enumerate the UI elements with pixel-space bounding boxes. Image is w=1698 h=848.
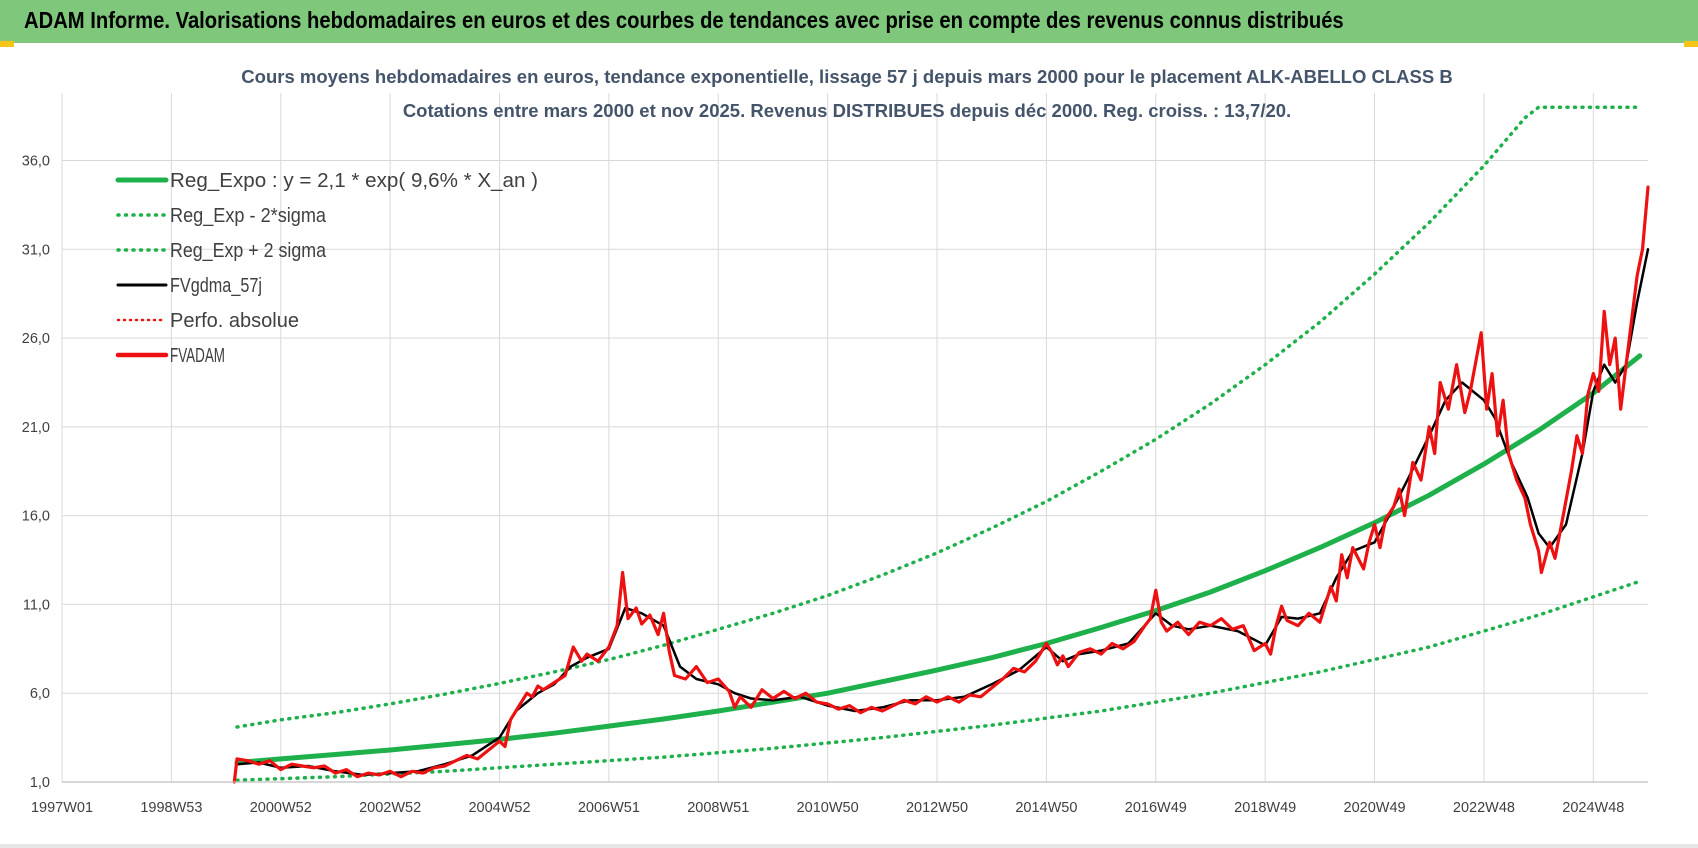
x-tick-label: 2000W52 bbox=[250, 800, 312, 816]
reg-exp-plus-2sigma-line bbox=[235, 105, 1642, 729]
y-tick-label: 21,0 bbox=[22, 420, 50, 436]
chart-title-line1: Cours moyens hebdomadaires en euros, ten… bbox=[241, 66, 1452, 87]
x-tick-label: 2018W49 bbox=[1234, 800, 1296, 816]
grid bbox=[61, 93, 1648, 783]
y-tick-label: 16,0 bbox=[22, 509, 50, 525]
x-tick-label: 2002W52 bbox=[359, 800, 421, 816]
x-tick-label: 1997W01 bbox=[31, 800, 93, 816]
footer-divider bbox=[0, 844, 1698, 848]
y-tick-label: 26,0 bbox=[22, 331, 50, 347]
x-tick-label: 2004W52 bbox=[468, 800, 530, 816]
legend-perfo-absolue-label: Perfo. absolue bbox=[170, 310, 299, 332]
legend-reg-exp-minus: Reg_Exp - 2*sigma bbox=[116, 205, 327, 227]
legend-fvadam: FVADAM bbox=[115, 345, 225, 367]
reg-expo-line bbox=[234, 353, 1643, 765]
x-tick-label: 2012W50 bbox=[906, 800, 968, 816]
legend-reg-exp-plus: Reg_Exp + 2 sigma bbox=[116, 240, 327, 262]
performance-chart: 1,0 6,0 11,0 16,0 21,0 26,0 31,0 36,0 1997W01 199… bbox=[22, 66, 1650, 816]
y-tick-label: 6,0 bbox=[30, 686, 50, 702]
legend-fvadam-label: FVADAM bbox=[170, 345, 225, 367]
x-tick-label: 2024W48 bbox=[1562, 800, 1624, 816]
x-tick-label: 2020W49 bbox=[1344, 800, 1406, 816]
report-title: ADAM Informe. Valorisations hebdomadaire… bbox=[24, 7, 1344, 33]
legend-fvgdma: FVgdma_57j bbox=[116, 275, 262, 297]
x-tick-label: 2014W50 bbox=[1015, 800, 1077, 816]
y-tick-label: 36,0 bbox=[22, 153, 50, 169]
legend-reg-exp-minus-label: Reg_Exp - 2*sigma bbox=[170, 205, 327, 227]
legend-perfo-absolue: Perfo. absolue bbox=[116, 310, 299, 332]
report-header: ADAM Informe. Valorisations hebdomadaire… bbox=[0, 0, 1698, 45]
x-tick-label: 2010W50 bbox=[797, 800, 859, 816]
y-tick-label: 1,0 bbox=[30, 775, 50, 791]
reg-exp-minus-2sigma-line bbox=[235, 579, 1642, 782]
x-tick-label: 1998W53 bbox=[140, 800, 202, 816]
x-tick-label: 2006W51 bbox=[578, 800, 640, 816]
legend-reg-expo-label: Reg_Expo : y = 2,1 * exp( 9,6% * X_an ) bbox=[170, 170, 538, 192]
chart-title-line2: Cotations entre mars 2000 et nov 2025. R… bbox=[403, 100, 1291, 121]
x-tick-label: 2016W49 bbox=[1125, 800, 1187, 816]
y-tick-label: 31,0 bbox=[22, 242, 50, 258]
series-area bbox=[232, 105, 1650, 784]
legend-reg-exp-plus-label: Reg_Exp + 2 sigma bbox=[170, 240, 327, 262]
fvadam-line bbox=[232, 185, 1650, 784]
x-tick-label: 2022W48 bbox=[1453, 800, 1515, 816]
corner-marker-left bbox=[0, 41, 14, 47]
legend-fvgdma-label: FVgdma_57j bbox=[170, 275, 262, 297]
legend: Reg_Expo : y = 2,1 * exp( 9,6% * X_an ) R… bbox=[115, 170, 538, 367]
corner-marker-right bbox=[1684, 41, 1698, 47]
legend-reg-expo: Reg_Expo : y = 2,1 * exp( 9,6% * X_an ) bbox=[115, 170, 538, 192]
axes: 1,0 6,0 11,0 16,0 21,0 26,0 31,0 36,0 1997W01 199… bbox=[22, 153, 1648, 816]
fvgdma-57j-line bbox=[235, 248, 1650, 777]
y-tick-label: 11,0 bbox=[23, 597, 50, 613]
x-tick-label: 2008W51 bbox=[687, 800, 749, 816]
